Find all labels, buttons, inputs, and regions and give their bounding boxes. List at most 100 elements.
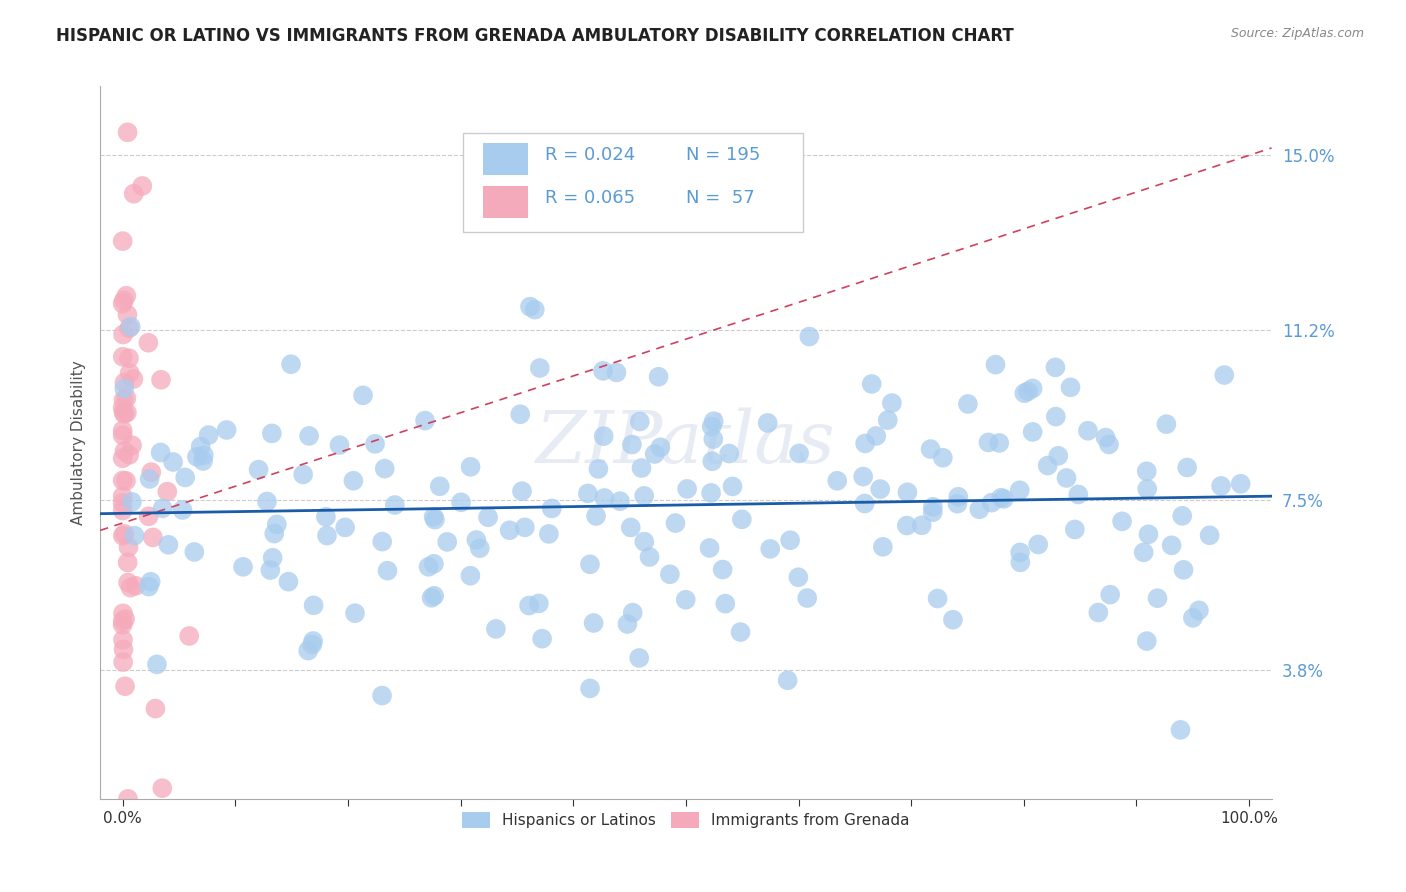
Point bbox=[633, 534, 655, 549]
Point bbox=[593, 491, 616, 505]
Point bbox=[429, 479, 451, 493]
Point bbox=[352, 388, 374, 402]
Text: HISPANIC OR LATINO VS IMMIGRANTS FROM GRENADA AMBULATORY DISABILITY CORRELATION : HISPANIC OR LATINO VS IMMIGRANTS FROM GR… bbox=[56, 27, 1014, 45]
Point bbox=[139, 574, 162, 589]
Point bbox=[468, 541, 491, 556]
Point bbox=[117, 125, 139, 139]
Point bbox=[118, 321, 141, 335]
Text: N =  57: N = 57 bbox=[686, 189, 755, 207]
Point bbox=[1036, 458, 1059, 473]
Point bbox=[122, 186, 145, 201]
Point bbox=[112, 405, 135, 419]
Point bbox=[423, 513, 446, 527]
Point bbox=[1171, 508, 1194, 523]
Point bbox=[112, 327, 135, 342]
Point bbox=[1132, 545, 1154, 559]
Point bbox=[298, 429, 321, 443]
Point bbox=[112, 655, 135, 669]
Point bbox=[302, 634, 325, 648]
Point bbox=[1094, 431, 1116, 445]
Point bbox=[112, 382, 135, 396]
Point bbox=[111, 401, 134, 415]
Point bbox=[513, 520, 536, 534]
Point bbox=[193, 448, 215, 462]
Point bbox=[118, 366, 141, 380]
Point bbox=[172, 503, 194, 517]
Point bbox=[579, 681, 602, 696]
Point bbox=[529, 361, 551, 376]
Text: N = 195: N = 195 bbox=[686, 146, 761, 164]
Point bbox=[1047, 449, 1070, 463]
Point bbox=[316, 528, 339, 542]
Point bbox=[537, 527, 560, 541]
Point bbox=[865, 429, 887, 443]
Point bbox=[186, 450, 208, 464]
Point bbox=[277, 574, 299, 589]
Point bbox=[799, 329, 821, 343]
Point bbox=[644, 447, 666, 461]
Text: R = 0.065: R = 0.065 bbox=[546, 189, 636, 207]
Point bbox=[664, 516, 686, 530]
Point bbox=[112, 526, 135, 541]
Point bbox=[266, 517, 288, 532]
Point bbox=[141, 465, 163, 479]
Point bbox=[585, 508, 607, 523]
Point bbox=[280, 357, 302, 371]
Point bbox=[1175, 460, 1198, 475]
Point bbox=[860, 376, 883, 391]
Point bbox=[911, 518, 934, 533]
Point bbox=[1209, 479, 1232, 493]
Point bbox=[1010, 545, 1032, 559]
Point bbox=[111, 428, 134, 442]
Point bbox=[825, 474, 848, 488]
Point bbox=[787, 446, 810, 460]
Point bbox=[582, 615, 605, 630]
Point bbox=[120, 319, 142, 334]
Point bbox=[876, 413, 898, 427]
Point bbox=[869, 482, 891, 496]
Y-axis label: Ambulatory Disability: Ambulatory Disability bbox=[72, 360, 86, 525]
Point bbox=[302, 599, 325, 613]
Point bbox=[1059, 380, 1081, 394]
Point bbox=[315, 509, 337, 524]
Point bbox=[450, 495, 472, 509]
Point bbox=[112, 642, 135, 657]
Point bbox=[638, 549, 661, 564]
Point bbox=[114, 679, 136, 693]
Point bbox=[191, 454, 214, 468]
Point bbox=[872, 540, 894, 554]
Point bbox=[621, 606, 644, 620]
Point bbox=[125, 579, 148, 593]
Point bbox=[111, 496, 134, 510]
Point bbox=[703, 414, 725, 428]
Point bbox=[633, 489, 655, 503]
Point bbox=[174, 470, 197, 484]
Point bbox=[650, 440, 672, 454]
Point bbox=[131, 178, 153, 193]
Point bbox=[1111, 514, 1133, 528]
Point bbox=[759, 541, 782, 556]
Point bbox=[1021, 425, 1043, 439]
Point bbox=[152, 501, 174, 516]
Point bbox=[117, 540, 139, 554]
Point bbox=[256, 494, 278, 508]
Point bbox=[371, 534, 394, 549]
Point bbox=[984, 358, 1007, 372]
Point bbox=[115, 391, 138, 405]
Point bbox=[647, 369, 669, 384]
Point bbox=[1087, 606, 1109, 620]
Point bbox=[112, 293, 135, 308]
Point bbox=[114, 612, 136, 626]
Point bbox=[183, 545, 205, 559]
Point bbox=[702, 432, 724, 446]
Point bbox=[197, 428, 219, 442]
Point bbox=[988, 436, 1011, 450]
Point bbox=[588, 462, 610, 476]
Point bbox=[117, 575, 139, 590]
Point bbox=[262, 550, 284, 565]
Point bbox=[1026, 537, 1049, 551]
Point bbox=[1008, 483, 1031, 498]
Point bbox=[111, 350, 134, 364]
Point bbox=[853, 436, 876, 450]
Point bbox=[517, 599, 540, 613]
